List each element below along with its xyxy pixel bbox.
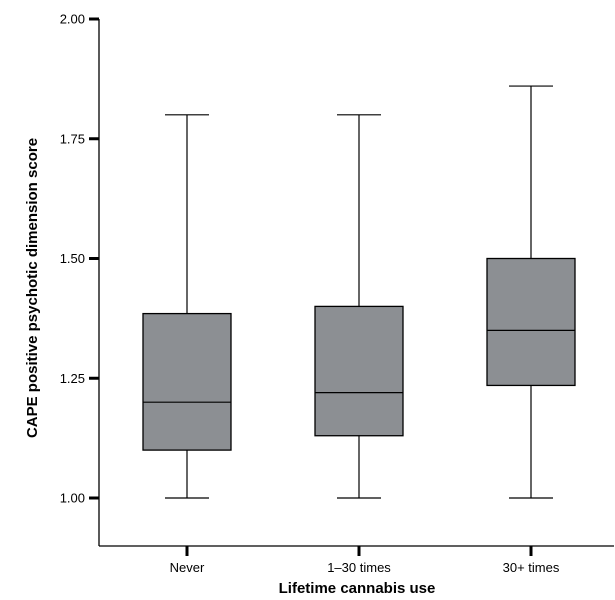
plot-area (142, 85, 576, 499)
x-axis-title: Lifetime cannabis use (279, 580, 436, 597)
x-tick-label: 1–30 times (327, 560, 391, 575)
axes: 1.00 1.25 1.50 1.75 2.00 Never 1–30 times 30+ t… (60, 12, 614, 575)
y-tick-label: 2.00 (60, 12, 85, 27)
iqr-box (314, 305, 404, 437)
iqr-box (486, 257, 576, 387)
y-tick-label: 1.00 (60, 491, 85, 506)
box-group (142, 114, 232, 499)
y-tick-label: 1.75 (60, 131, 85, 146)
box-group (314, 114, 404, 499)
y-axis-title: CAPE positive psychotic dimension score (24, 138, 41, 438)
x-tick-label: Never (170, 560, 205, 575)
iqr-box (142, 312, 232, 451)
box-group (486, 85, 576, 499)
x-tick-label: 30+ times (503, 560, 560, 575)
y-tick-label: 1.50 (60, 251, 85, 266)
y-tick-label: 1.25 (60, 371, 85, 386)
